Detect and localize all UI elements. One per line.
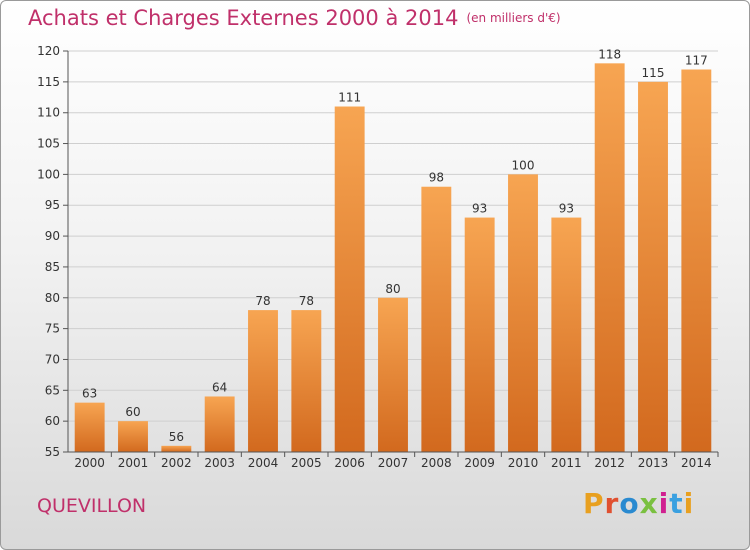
chart-title-text: Achats et Charges Externes 2000 à 2014 [28,6,459,30]
logo-letter: t [669,487,684,520]
data-label: 100 [512,158,535,172]
x-tick-label: 2010 [508,456,539,470]
y-axis: 55 60 65 70 75 80 85 90 95 100 105 110 115 120 [37,44,69,459]
x-tick-label: 2002 [161,456,192,470]
y-tick-label: 60 [45,414,60,428]
y-tick-label: 85 [45,260,60,274]
logo-letter: r [604,487,620,520]
data-label: 56 [169,430,184,444]
data-label: 111 [338,91,361,105]
bar [291,310,322,452]
data-label: 80 [385,282,400,296]
commune-name: QUEVILLON [37,495,147,517]
data-label: 93 [559,202,574,216]
bars: 63 60 56 64 78 78 111 80 98 93 100 93 118 115 117 [74,47,712,453]
bar [551,217,582,452]
data-label: 117 [685,54,708,68]
y-tick-label: 70 [45,352,60,366]
y-tick-label: 105 [37,137,60,151]
y-tick-label: 95 [45,198,60,212]
bar [204,396,235,452]
data-label: 64 [212,380,227,394]
logo-letter: x [639,487,659,520]
x-tick-label: 2001 [118,456,149,470]
y-tick-label: 75 [45,322,60,336]
data-label: 60 [125,405,140,419]
y-tick-label: 90 [45,229,60,243]
bar [421,186,452,452]
logo-letter: o [619,487,640,520]
bar [508,174,538,452]
y-tick-label: 100 [37,167,60,181]
data-label: 115 [642,66,665,80]
proxiti-logo[interactable]: Proxiti [583,487,694,520]
bar [594,63,625,452]
logo-letter: P [583,487,605,520]
logo-letter: i [658,487,670,520]
bar [681,69,712,452]
x-tick-label: 2000 [74,456,105,470]
data-label: 78 [255,294,270,308]
x-tick-label: 2009 [464,456,495,470]
chart-subtitle: (en milliers d'€) [466,11,561,25]
x-tick-label: 2014 [681,456,712,470]
y-tick-label: 55 [45,445,60,459]
x-axis: 2000 2001 2002 2003 2004 2005 2006 2007 2008 2009… [68,451,719,470]
data-label: 118 [598,47,621,61]
y-tick-label: 115 [37,75,60,89]
x-tick-label: 2003 [204,456,235,470]
x-tick-label: 2004 [248,456,279,470]
x-tick-label: 2007 [378,456,409,470]
x-tick-label: 2013 [638,456,669,470]
bar [464,217,495,452]
x-tick-label: 2012 [594,456,625,470]
data-label: 93 [472,202,487,216]
data-label: 63 [82,387,97,401]
bar [334,106,365,453]
y-tick-label: 120 [37,44,60,58]
bar [74,402,105,452]
x-tick-label: 2006 [334,456,365,470]
bar [161,445,192,452]
bar [378,297,408,452]
bar [118,421,148,452]
bar [248,310,278,452]
x-tick-label: 2008 [421,456,452,470]
data-label: 98 [429,171,444,185]
data-label: 78 [299,294,314,308]
x-tick-label: 2005 [291,456,322,470]
bar [638,81,668,452]
y-tick-label: 80 [45,291,60,305]
y-tick-label: 65 [45,383,60,397]
chart-title: Achats et Charges Externes 2000 à 2014 (e… [28,6,561,30]
logo-letter: i [683,487,695,520]
x-tick-label: 2011 [551,456,582,470]
y-tick-label: 110 [37,106,60,120]
